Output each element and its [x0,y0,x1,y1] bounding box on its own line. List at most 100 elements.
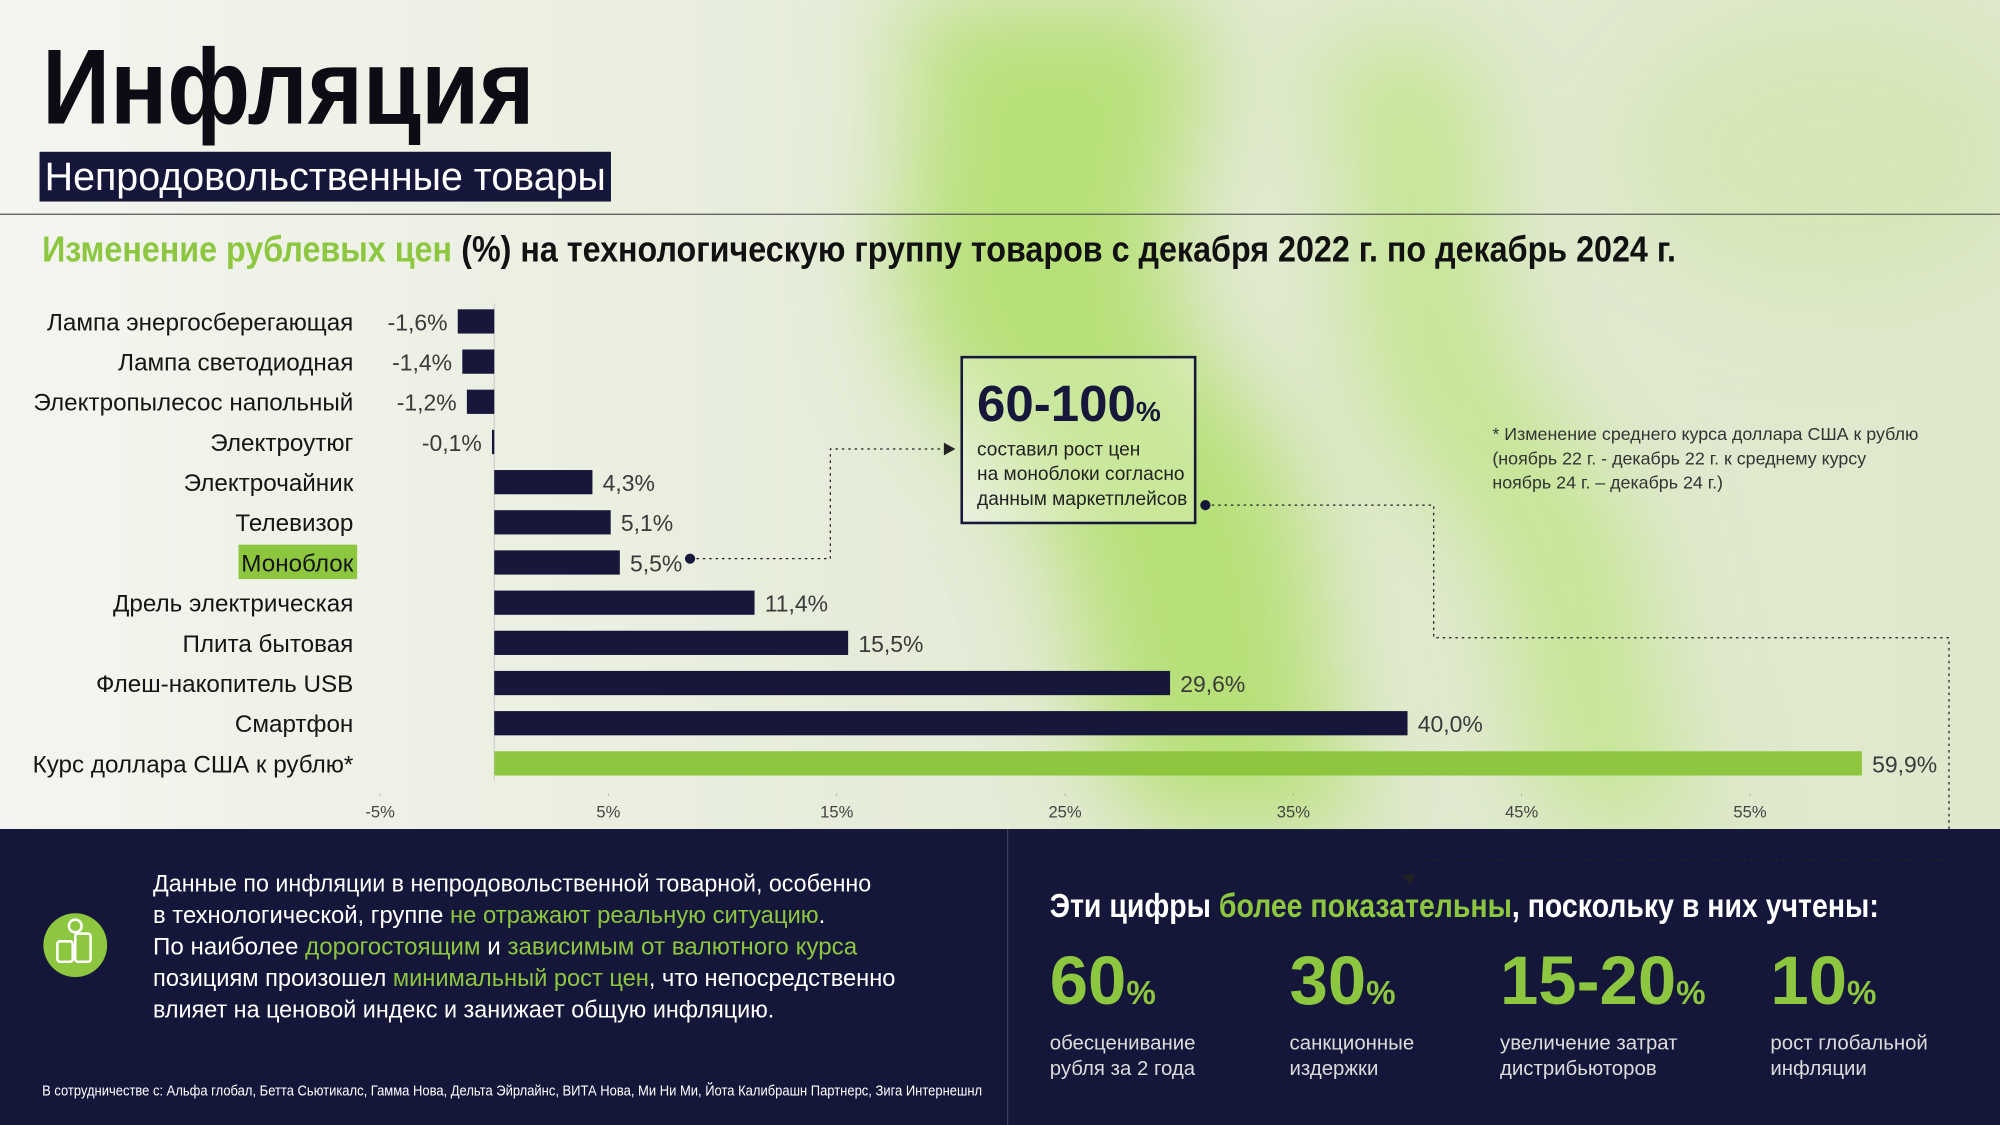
summary-line: в технологической, группе не отражают ре… [153,902,825,929]
y-tick-label: Электрочайник [184,470,354,497]
chart-title: Изменение рублевых цен(%) на технологиче… [42,229,1676,269]
connector-dot [1200,500,1211,511]
factor-unit: % [1126,975,1155,1012]
y-tick-label: Моноблок [241,550,353,577]
value-label: -0,1% [422,430,482,456]
factor-caption: санкционные [1290,1033,1415,1055]
callout-text: на моноблоки согласно [977,464,1184,485]
y-tick-label: Электроутюг [210,430,353,457]
summary-accent: зависимым от валютного курса [507,934,857,961]
y-tick-label: Плита бытовая [182,631,353,658]
callout-text: составил рост цен [977,439,1140,460]
summary-text: По наиболее [153,934,305,961]
subtitle-box [39,151,611,202]
y-tick-label: Электропылесос напольный [33,390,353,417]
factor-number: 10 [1770,942,1847,1019]
x-tick-label: 15% [820,803,853,822]
bar [494,630,849,655]
callout-text: данным маркетплейсов [977,489,1187,510]
value-label: 5,1% [621,510,673,536]
summary-accent: дорогостоящим [305,934,480,961]
factor-caption: рубля за 2 года [1050,1058,1196,1080]
y-tick-label: Лампа светодиодная [118,350,353,377]
factor-value: 10% [1770,942,1876,1019]
value-label: 5,5% [630,550,682,576]
summary-accent: минимальный рост цен [393,965,649,992]
y-tick-label: Лампа энергосберегающая [47,309,353,336]
value-label: 29,6% [1180,671,1245,697]
factor-caption: издержки [1290,1058,1379,1080]
bottom-panel [0,829,2000,1125]
summary-line: По наиболее дорогостоящим и зависимым от… [153,934,858,961]
factor-unit: % [1847,975,1876,1012]
y-tick-label: Курс доллара США к рублю* [33,751,354,778]
x-tick-label: 5% [596,803,620,822]
summary-text: . [819,902,826,929]
summary-line: Данные по инфляции в непродовольственной… [153,871,871,898]
factor-number: 30 [1290,942,1367,1019]
bar [494,510,611,535]
factor-value: 60% [1050,942,1156,1019]
summary-text: , что непосредственно [649,965,896,992]
footnote: (ноябрь 22 г. - декабрь 22 г. к среднему… [1492,448,1866,468]
factor-unit: % [1366,975,1395,1012]
summary-line: позициям произошел минимальный рост цен,… [153,965,895,992]
value-label: 4,3% [603,470,655,496]
x-tick-label: 25% [1048,803,1081,822]
bar [494,590,755,615]
bar [494,470,593,495]
icon [43,913,108,978]
value-label: 59,9% [1872,751,1937,777]
factor-caption: рост глобальной [1770,1033,1927,1055]
callout-value: 60-100% [977,375,1161,432]
chart-title-rest: (%) на технологическую группу товаров с … [461,229,1676,269]
footnote: ноябрь 24 г. – декабрь 24 г.) [1492,473,1723,493]
bar [494,751,1862,776]
connector-dot [684,553,696,564]
bar [494,550,620,575]
background-glow [892,0,2000,830]
y-tick-label: Флеш-накопитель USB [96,671,353,698]
callout-box [960,355,1197,525]
connectors [690,448,1950,875]
summary-text: влияет на ценовой индекс и занижает общу… [153,997,774,1024]
summary-text: и [481,934,508,961]
y-tick-label: Телевизор [235,510,353,537]
footnote: * Изменение среднего курса доллара США к… [1492,424,1918,444]
callout-unit: % [1136,396,1161,427]
page-subtitle: Непродовольственные товары [45,155,606,199]
factor-caption: дистрибьюторов [1500,1058,1657,1080]
footer: В сотрудничестве с: Альфа глобал, Бетта … [42,1082,982,1100]
factor-caption: обесценивание [1050,1033,1196,1055]
bar [494,670,1171,696]
summary-text: позициям произошел [153,965,393,992]
factor-number: 15-20 [1500,942,1676,1019]
bar [466,389,495,414]
factor-number: 60 [1050,942,1127,1019]
factor-caption: увеличение затрат [1500,1033,1678,1055]
summary-accent: не отражают реальную ситуацию [450,902,819,929]
factors-title-part: более показательны [1219,888,1512,925]
factor-caption: инфляции [1770,1058,1866,1080]
value-label: 40,0% [1418,711,1483,737]
callout-number: 60-100 [977,375,1136,432]
value-label: -1,2% [397,390,457,416]
value-label: 15,5% [858,631,923,657]
factors-title-part: Эти цифры [1050,888,1219,925]
bar [457,309,495,334]
category-highlight [238,544,358,580]
chart-title-accent: Изменение рублевых цен [42,229,452,269]
x-tick-label: 35% [1277,803,1310,822]
y-tick-label: Дрель электрическая [113,591,353,618]
x-tick-label: 55% [1733,803,1766,822]
summary-line: влияет на ценовой индекс и занижает общу… [153,997,774,1024]
value-label: -1,4% [392,350,452,376]
factor-unit: % [1676,975,1705,1012]
value-label: 11,4% [765,591,828,617]
summary-text: в технологической, группе [153,902,450,929]
factors-title-part: , поскольку в них учтены: [1512,888,1879,925]
bar [491,429,495,455]
